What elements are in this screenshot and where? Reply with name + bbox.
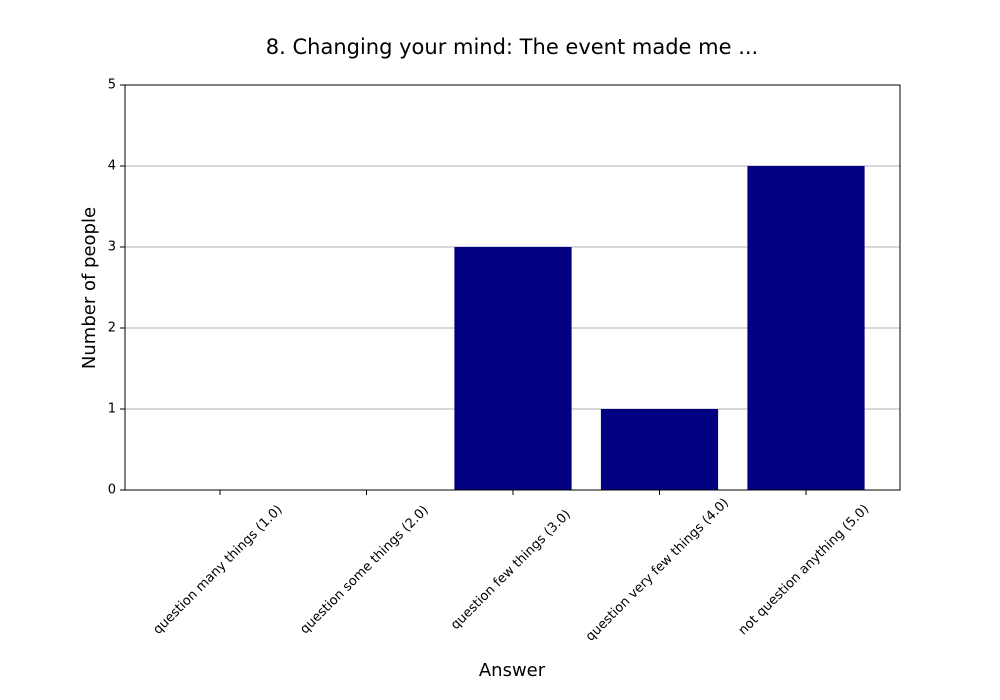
x-tick-label: question very few things (4.0) <box>583 496 732 645</box>
x-tick-label: question many things (1.0) <box>150 502 285 637</box>
y-tick-label: 2 <box>108 321 116 336</box>
bar <box>747 166 865 490</box>
bar <box>600 409 719 490</box>
x-tick-label: not question anything (5.0) <box>736 502 872 638</box>
x-tick-label: question few things (3.0) <box>448 507 574 633</box>
y-tick-label: 1 <box>108 402 116 417</box>
y-tick-label: 4 <box>108 159 116 174</box>
x-tick-label: question some things (2.0) <box>297 503 431 637</box>
x-axis-label: Answer <box>479 660 546 681</box>
y-tick-label: 0 <box>108 483 116 498</box>
y-axis-label: Number of people <box>79 207 100 369</box>
bar <box>454 247 572 490</box>
y-tick-label: 5 <box>108 78 116 93</box>
chart-title: 8. Changing your mind: The event made me… <box>266 35 758 59</box>
plot-frame <box>124 84 901 491</box>
y-tick-label: 3 <box>108 240 116 255</box>
